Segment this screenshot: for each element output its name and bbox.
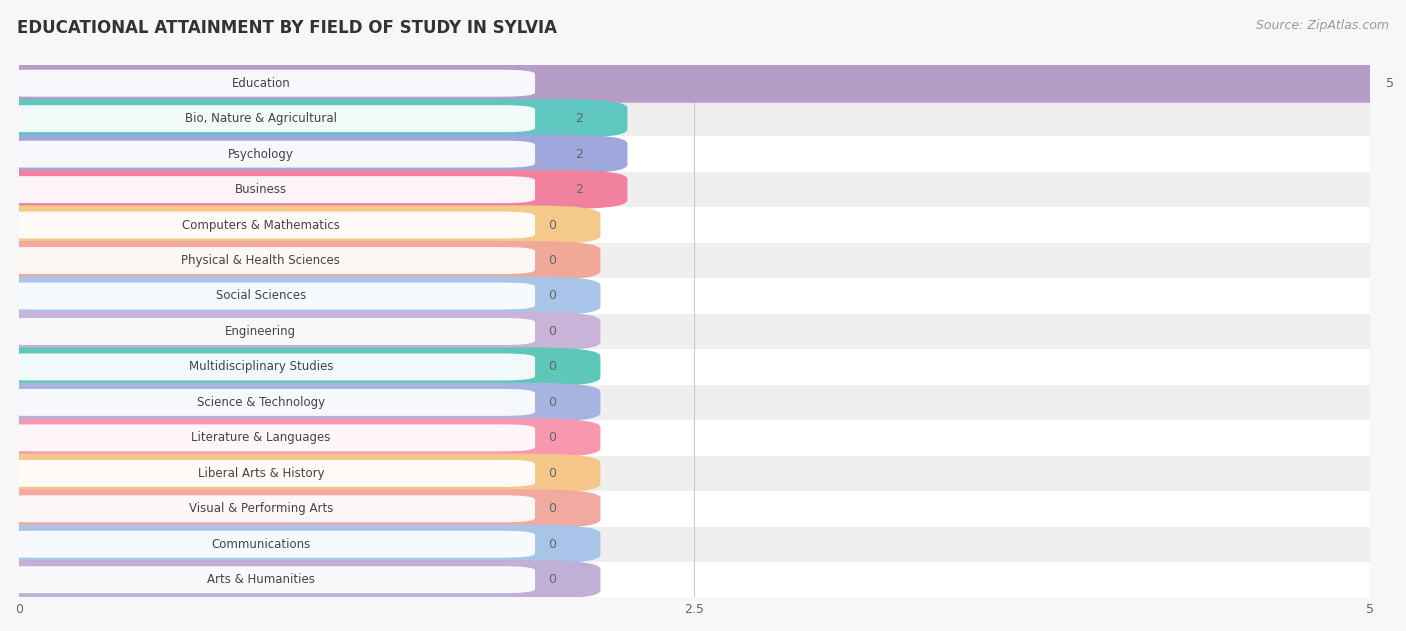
Bar (20, 456, 1369, 491)
Bar (20, 136, 1369, 172)
Text: 0: 0 (548, 396, 557, 409)
FancyBboxPatch shape (0, 70, 536, 97)
Bar (20, 385, 1369, 420)
FancyBboxPatch shape (0, 105, 536, 132)
FancyBboxPatch shape (0, 141, 536, 168)
FancyBboxPatch shape (0, 206, 600, 245)
Text: 0: 0 (548, 573, 557, 586)
Text: Computers & Mathematics: Computers & Mathematics (181, 218, 340, 232)
Text: 0: 0 (548, 502, 557, 516)
Bar (20, 66, 1369, 101)
Bar (20, 243, 1369, 278)
Text: Social Sciences: Social Sciences (215, 290, 307, 302)
Text: Business: Business (235, 183, 287, 196)
FancyBboxPatch shape (0, 247, 536, 274)
FancyBboxPatch shape (0, 241, 600, 280)
FancyBboxPatch shape (0, 134, 627, 174)
FancyBboxPatch shape (0, 312, 600, 351)
Text: Physical & Health Sciences: Physical & Health Sciences (181, 254, 340, 267)
Bar (20, 314, 1369, 349)
Text: Education: Education (232, 77, 290, 90)
Bar (20, 101, 1369, 136)
Bar (20, 491, 1369, 526)
FancyBboxPatch shape (0, 524, 600, 564)
Text: Arts & Humanities: Arts & Humanities (207, 573, 315, 586)
Text: Multidisciplinary Studies: Multidisciplinary Studies (188, 360, 333, 374)
Text: 0: 0 (548, 360, 557, 374)
FancyBboxPatch shape (0, 389, 536, 416)
Text: 0: 0 (548, 325, 557, 338)
FancyBboxPatch shape (0, 418, 600, 457)
FancyBboxPatch shape (0, 489, 600, 528)
Text: 0: 0 (548, 538, 557, 551)
FancyBboxPatch shape (0, 566, 536, 593)
Text: 0: 0 (548, 432, 557, 444)
Text: Source: ZipAtlas.com: Source: ZipAtlas.com (1256, 19, 1389, 32)
Bar (20, 278, 1369, 314)
FancyBboxPatch shape (0, 64, 1406, 103)
Bar (20, 562, 1369, 598)
FancyBboxPatch shape (0, 460, 536, 487)
Text: Engineering: Engineering (225, 325, 297, 338)
FancyBboxPatch shape (0, 99, 627, 138)
FancyBboxPatch shape (0, 170, 627, 209)
Text: 2: 2 (575, 148, 583, 161)
Text: Science & Technology: Science & Technology (197, 396, 325, 409)
Bar (20, 526, 1369, 562)
FancyBboxPatch shape (0, 276, 600, 316)
Bar (20, 172, 1369, 208)
Text: 2: 2 (575, 183, 583, 196)
FancyBboxPatch shape (0, 211, 536, 239)
Text: Communications: Communications (211, 538, 311, 551)
Text: Psychology: Psychology (228, 148, 294, 161)
FancyBboxPatch shape (0, 318, 536, 345)
Text: Liberal Arts & History: Liberal Arts & History (197, 467, 325, 480)
FancyBboxPatch shape (0, 176, 536, 203)
FancyBboxPatch shape (0, 383, 600, 422)
FancyBboxPatch shape (0, 495, 536, 522)
Text: 0: 0 (548, 254, 557, 267)
Text: 0: 0 (548, 290, 557, 302)
Text: Visual & Performing Arts: Visual & Performing Arts (188, 502, 333, 516)
Text: Literature & Languages: Literature & Languages (191, 432, 330, 444)
Bar (20, 420, 1369, 456)
FancyBboxPatch shape (0, 353, 536, 380)
FancyBboxPatch shape (0, 531, 536, 558)
Text: 5: 5 (1386, 77, 1395, 90)
Text: 0: 0 (548, 467, 557, 480)
FancyBboxPatch shape (0, 560, 600, 599)
Text: EDUCATIONAL ATTAINMENT BY FIELD OF STUDY IN SYLVIA: EDUCATIONAL ATTAINMENT BY FIELD OF STUDY… (17, 19, 557, 37)
FancyBboxPatch shape (0, 283, 536, 309)
Text: Bio, Nature & Agricultural: Bio, Nature & Agricultural (184, 112, 337, 125)
Text: 0: 0 (548, 218, 557, 232)
FancyBboxPatch shape (0, 454, 600, 493)
Bar (20, 349, 1369, 385)
FancyBboxPatch shape (0, 347, 600, 387)
Text: 2: 2 (575, 112, 583, 125)
Bar (20, 208, 1369, 243)
FancyBboxPatch shape (0, 425, 536, 451)
